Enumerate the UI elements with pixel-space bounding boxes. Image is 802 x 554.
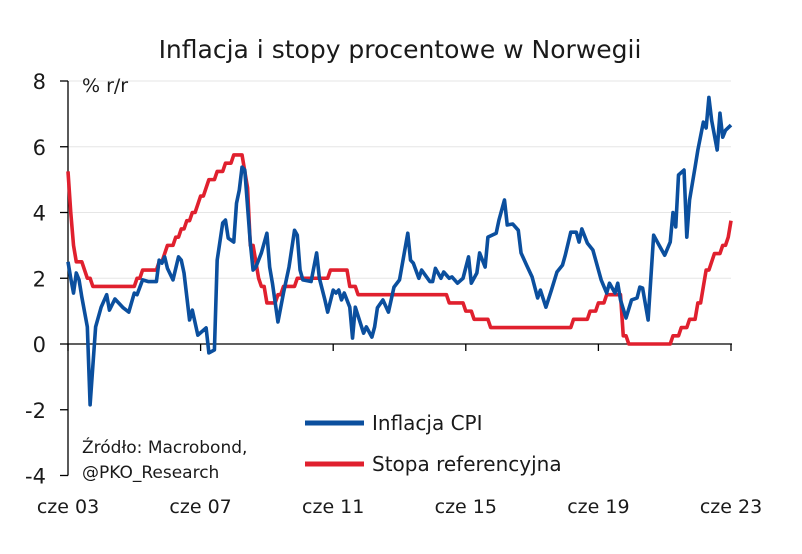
- y-tick-label: 8: [33, 70, 46, 94]
- y-axis-unit-label: % r/r: [82, 75, 128, 97]
- x-tick-label: cze 07: [169, 496, 231, 518]
- x-tick-label: cze 15: [435, 496, 497, 518]
- y-tick-label: 6: [33, 136, 46, 160]
- source-line-2: @PKO_Research: [82, 463, 219, 483]
- y-tick-label: 0: [33, 333, 46, 357]
- y-tick-label: 2: [33, 267, 46, 291]
- y-tick-label: -2: [25, 399, 46, 423]
- legend: Inflacja CPI Stopa referencyjna: [305, 411, 562, 476]
- x-tick-label: cze 23: [700, 496, 762, 518]
- series-group: [68, 97, 731, 405]
- y-tick-label: -4: [25, 465, 46, 489]
- y-tick-label: 4: [33, 202, 46, 226]
- x-tick-label: cze 11: [302, 496, 364, 518]
- series-line-stopa-referencyjna: [68, 155, 731, 344]
- legend-label-rate: Stopa referencyjna: [372, 452, 562, 476]
- legend-label-cpi: Inflacja CPI: [372, 411, 483, 435]
- series-line-inflacja-cpi: [68, 97, 731, 404]
- source-line-1: Źródło: Macrobond,: [82, 436, 247, 458]
- chart-title: Inflacja i stopy procentowe w Norwegii: [159, 35, 642, 64]
- x-tick-label: cze 03: [37, 496, 99, 518]
- x-tick-label: cze 19: [567, 496, 629, 518]
